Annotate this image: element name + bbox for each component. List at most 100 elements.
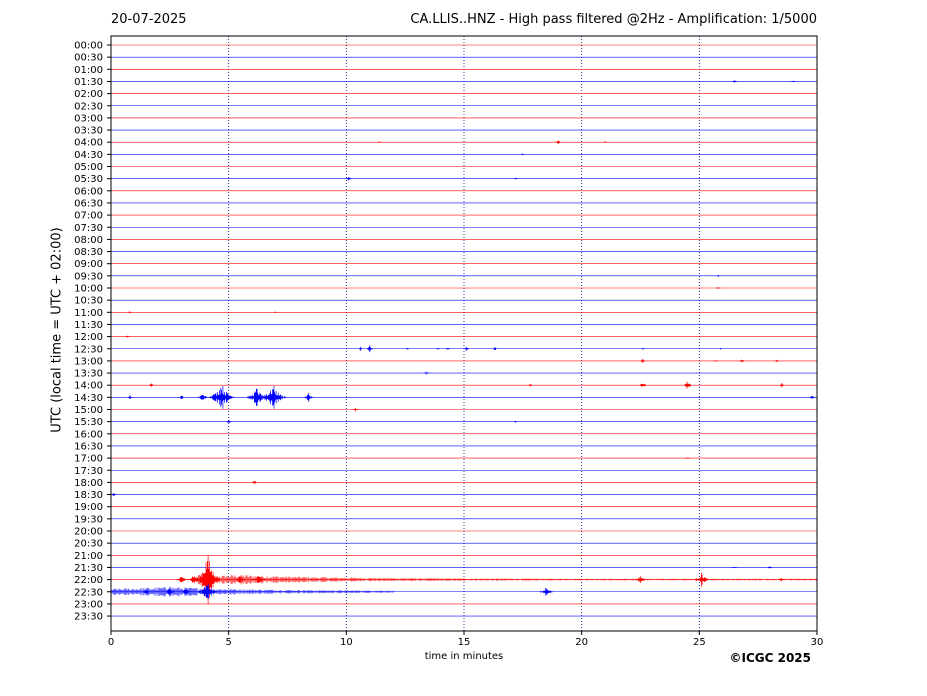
seismic-event <box>554 140 562 144</box>
plot-frame <box>110 35 818 632</box>
seismic-event <box>178 395 185 399</box>
y-tick-label: 19:30 <box>74 514 103 525</box>
y-tick-label: 10:00 <box>74 284 103 295</box>
y-tick-label: 12:30 <box>74 344 103 355</box>
seismic-event <box>251 481 258 484</box>
y-tick-label: 14:30 <box>74 393 103 404</box>
x-tick-label: 5 <box>225 637 231 648</box>
trace-layer <box>110 44 817 617</box>
sustained-activity <box>110 587 394 597</box>
y-tick-label: 08:30 <box>74 247 103 258</box>
y-tick-label: 07:00 <box>74 211 103 222</box>
seismic-event <box>376 141 383 143</box>
x-tick-label: 25 <box>693 637 706 648</box>
y-tick-label: 18:30 <box>74 490 103 501</box>
seismic-event <box>124 335 131 338</box>
y-tick-label: 17:00 <box>74 454 103 465</box>
y-tick-label: 12:00 <box>74 332 103 343</box>
x-tick-label: 20 <box>575 637 588 648</box>
y-tick-label: 16:00 <box>74 429 103 440</box>
seismic-event <box>164 587 175 597</box>
seismic-event <box>766 566 773 569</box>
y-tick-label: 10:30 <box>74 296 103 307</box>
y-tick-label: 08:00 <box>74 235 103 246</box>
y-tick-label: 21:30 <box>74 563 103 574</box>
seismic-event <box>694 572 709 587</box>
seismic-event <box>303 392 314 402</box>
y-tick-label: 01:30 <box>74 77 103 88</box>
seismic-event <box>142 590 151 594</box>
y-tick-label: 09:30 <box>74 271 103 282</box>
x-tick-label: 30 <box>811 637 824 648</box>
seismic-event <box>738 359 745 363</box>
seismic-event <box>365 345 374 353</box>
grid-layer <box>228 36 700 631</box>
seismic-event <box>790 80 797 83</box>
seismic-event <box>635 576 646 583</box>
seismic-event <box>176 576 187 583</box>
y-tick-label: 16:30 <box>74 441 103 452</box>
seismic-event <box>717 348 724 350</box>
y-tick-label: 22:00 <box>74 575 103 586</box>
y-tick-label: 23:00 <box>74 599 103 610</box>
seismic-event <box>512 420 519 423</box>
y-tick-label: 17:30 <box>74 466 103 477</box>
y-tick-label: 05:30 <box>74 174 103 185</box>
seismic-event <box>463 346 470 351</box>
seismic-event <box>731 80 738 83</box>
y-tick-label: 07:30 <box>74 223 103 234</box>
seismic-event <box>422 371 430 375</box>
chart-title: CA.LLIS..HNZ - High pass filtered @2Hz -… <box>410 12 817 27</box>
seismic-event <box>731 566 738 569</box>
y-tick-label: 20:30 <box>74 539 103 550</box>
y-tick-label: 00:00 <box>74 41 103 52</box>
seismic-event <box>252 576 266 583</box>
copyright-label: ©ICGC 2025 <box>729 651 811 665</box>
y-tick-label: 18:00 <box>74 478 103 489</box>
seismic-event <box>714 275 722 277</box>
x-axis-label: time in minutes <box>424 651 504 662</box>
seismic-event <box>639 347 646 350</box>
y-tick-label: 02:00 <box>74 89 103 100</box>
y-tick-label: 15:30 <box>74 417 103 428</box>
seismic-event <box>778 383 785 388</box>
seismic-event <box>181 589 191 595</box>
x-tick-layer: 0 5 10 15 20 25 30 <box>108 631 824 648</box>
seismic-event <box>512 177 519 180</box>
seismic-event <box>225 420 232 423</box>
seismic-event <box>778 578 785 582</box>
seismic-event <box>444 348 451 350</box>
seismic-event <box>773 359 780 362</box>
seismic-event <box>357 346 364 351</box>
seismic-event <box>147 383 154 387</box>
y-tick-label: 11:30 <box>74 320 103 331</box>
y-tick-label: 22:30 <box>74 587 103 598</box>
y-tick-label: 09:00 <box>74 259 103 270</box>
seismic-event <box>195 555 220 604</box>
x-tick-label: 0 <box>108 637 114 648</box>
seismic-event <box>235 576 246 583</box>
seismic-event <box>638 383 647 387</box>
seismic-event <box>345 177 352 181</box>
seismic-event <box>197 584 218 599</box>
seismic-event <box>682 381 693 389</box>
y-tick-label: 13:00 <box>74 356 103 367</box>
seismic-event <box>540 588 553 596</box>
y-tick-label: 06:00 <box>74 186 103 197</box>
seismic-event <box>404 348 411 350</box>
seismic-event <box>197 395 208 400</box>
y-tick-label: 14:00 <box>74 381 103 392</box>
y-tick-label: 23:30 <box>74 612 103 623</box>
y-tick-label: 20:00 <box>74 527 103 538</box>
y-tick-label: 02:30 <box>74 101 103 112</box>
y-tick-label: 00:30 <box>74 53 103 64</box>
y-tick-label: 04:00 <box>74 138 103 149</box>
y-tick-label: 03:30 <box>74 126 103 137</box>
y-tick-label: 11:00 <box>74 308 103 319</box>
seismic-event <box>272 311 279 313</box>
seismic-event <box>526 384 533 387</box>
y-tick-label: 03:00 <box>74 113 103 124</box>
y-tick-label: 05:00 <box>74 162 103 173</box>
